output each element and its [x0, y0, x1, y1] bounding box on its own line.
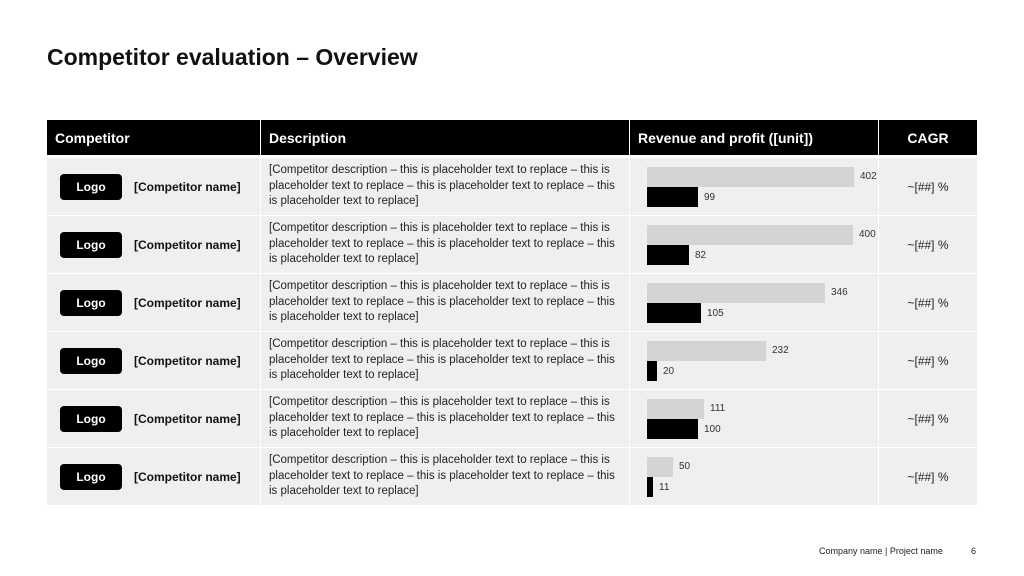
- header-revenue-profit: Revenue and profit ([unit]): [629, 120, 878, 155]
- cagr-cell: ~[##] %: [878, 274, 977, 331]
- cagr-cell: ~[##] %: [878, 390, 977, 447]
- competitor-logo: Logo: [60, 405, 122, 432]
- competitor-cell: Logo [Competitor name]: [47, 274, 260, 331]
- cagr-cell: ~[##] %: [878, 332, 977, 389]
- competitor-table: Competitor Description Revenue and profi…: [47, 120, 977, 506]
- revenue-value-label: 50: [679, 461, 691, 472]
- footer-company-project: Company name | Project name: [819, 546, 943, 556]
- revenue-value-label: 346: [831, 287, 848, 298]
- competitor-logo: Logo: [60, 173, 122, 200]
- profit-bar: [647, 245, 689, 265]
- table-row: Logo [Competitor name] [Competitor descrip…: [47, 332, 977, 389]
- page-number: 6: [971, 546, 977, 556]
- competitor-description: [Competitor description – this is placeh…: [269, 164, 615, 208]
- revenue-bar: [647, 283, 825, 303]
- revenue-value-label: 111: [710, 403, 726, 414]
- competitor-logo: Logo: [60, 289, 122, 316]
- profit-value-label: 100: [704, 424, 721, 435]
- page-title: Competitor evaluation – Overview: [47, 44, 418, 70]
- competitor-cell: Logo [Competitor name]: [47, 390, 260, 447]
- cagr-cell: ~[##] %: [878, 158, 977, 215]
- description-cell: [Competitor description – this is placeh…: [260, 448, 629, 505]
- cagr-value: ~[##] %: [907, 179, 949, 194]
- competitor-cell: Logo [Competitor name]: [47, 216, 260, 273]
- competitor-name: [Competitor name]: [134, 411, 241, 426]
- revenue-bar: [647, 457, 673, 477]
- revenue-profit-bars: 50 11: [638, 448, 878, 505]
- profit-bar: [647, 477, 653, 497]
- description-cell: [Competitor description – this is placeh…: [260, 158, 629, 215]
- revenue-bar: [647, 341, 766, 361]
- header-description: Description: [260, 120, 629, 155]
- cagr-value: ~[##] %: [907, 469, 949, 484]
- revenue-profit-bars: 232 20: [638, 332, 878, 389]
- competitor-name: [Competitor name]: [134, 469, 241, 484]
- table-row: Logo [Competitor name] [Competitor descrip…: [47, 274, 977, 331]
- description-cell: [Competitor description – this is placeh…: [260, 390, 629, 447]
- competitor-cell: Logo [Competitor name]: [47, 332, 260, 389]
- revenue-bar: [647, 167, 854, 187]
- profit-value-label: 11: [659, 482, 670, 493]
- revenue-profit-bars: 402 99: [638, 158, 878, 215]
- competitor-name: [Competitor name]: [134, 179, 241, 194]
- competitor-logo: Logo: [60, 347, 122, 374]
- profit-bar: [647, 303, 701, 323]
- revenue-profit-cell: 346 105: [629, 274, 878, 331]
- competitor-name: [Competitor name]: [134, 237, 241, 252]
- competitor-description: [Competitor description – this is placeh…: [269, 396, 615, 440]
- competitor-cell: Logo [Competitor name]: [47, 158, 260, 215]
- revenue-profit-bars: 111 100: [638, 390, 878, 447]
- cagr-value: ~[##] %: [907, 295, 949, 310]
- profit-bar: [647, 361, 657, 381]
- table-row: Logo [Competitor name] [Competitor descrip…: [47, 390, 977, 447]
- table-row: Logo [Competitor name] [Competitor descrip…: [47, 448, 977, 505]
- profit-bar: [647, 187, 698, 207]
- revenue-value-label: 232: [772, 345, 789, 356]
- profit-bar: [647, 419, 698, 439]
- competitor-name: [Competitor name]: [134, 295, 241, 310]
- competitor-logo: Logo: [60, 463, 122, 490]
- revenue-value-label: 402: [860, 171, 877, 182]
- header-competitor: Competitor: [55, 129, 130, 146]
- profit-value-label: 99: [704, 192, 716, 203]
- cagr-cell: ~[##] %: [878, 216, 977, 273]
- cagr-value: ~[##] %: [907, 237, 949, 252]
- cagr-value: ~[##] %: [907, 411, 949, 426]
- table-header: Competitor Description Revenue and profi…: [47, 120, 977, 155]
- cagr-value: ~[##] %: [907, 353, 949, 368]
- revenue-profit-cell: 111 100: [629, 390, 878, 447]
- description-cell: [Competitor description – this is placeh…: [260, 216, 629, 273]
- description-cell: [Competitor description – this is placeh…: [260, 274, 629, 331]
- competitor-description: [Competitor description – this is placeh…: [269, 338, 615, 382]
- revenue-bar: [647, 225, 853, 245]
- competitor-cell: Logo [Competitor name]: [47, 448, 260, 505]
- table-row: Logo [Competitor name] [Competitor descrip…: [47, 216, 977, 273]
- revenue-profit-bars: 346 105: [638, 274, 878, 331]
- description-cell: [Competitor description – this is placeh…: [260, 332, 629, 389]
- competitor-description: [Competitor description – this is placeh…: [269, 454, 615, 498]
- revenue-profit-cell: 50 11: [629, 448, 878, 505]
- cagr-cell: ~[##] %: [878, 448, 977, 505]
- competitor-logo: Logo: [60, 231, 122, 258]
- table-body: Logo [Competitor name] [Competitor descrip…: [47, 158, 977, 505]
- header-cagr: CAGR: [878, 120, 977, 155]
- revenue-profit-cell: 400 82: [629, 216, 878, 273]
- table-row: Logo [Competitor name] [Competitor descrip…: [47, 158, 977, 215]
- competitor-description: [Competitor description – this is placeh…: [269, 280, 615, 324]
- profit-value-label: 105: [707, 308, 724, 319]
- profit-value-label: 20: [663, 366, 675, 377]
- revenue-bar: [647, 399, 704, 419]
- competitor-name: [Competitor name]: [134, 353, 241, 368]
- revenue-profit-cell: 232 20: [629, 332, 878, 389]
- revenue-value-label: 400: [859, 229, 876, 240]
- profit-value-label: 82: [695, 250, 707, 261]
- revenue-profit-bars: 400 82: [638, 216, 878, 273]
- competitor-description: [Competitor description – this is placeh…: [269, 222, 615, 266]
- revenue-profit-cell: 402 99: [629, 158, 878, 215]
